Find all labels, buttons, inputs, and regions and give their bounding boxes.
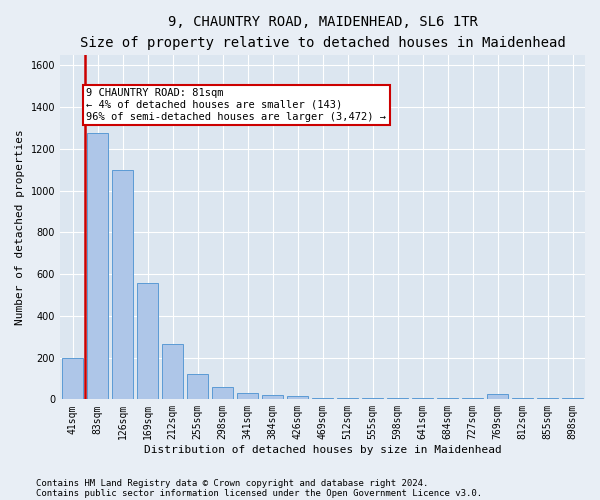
X-axis label: Distribution of detached houses by size in Maidenhead: Distribution of detached houses by size … bbox=[143, 445, 502, 455]
Text: Contains public sector information licensed under the Open Government Licence v3: Contains public sector information licen… bbox=[36, 488, 482, 498]
Title: 9, CHAUNTRY ROAD, MAIDENHEAD, SL6 1TR
Size of property relative to detached hous: 9, CHAUNTRY ROAD, MAIDENHEAD, SL6 1TR Si… bbox=[80, 15, 565, 50]
Bar bbox=[312, 398, 333, 400]
Bar bbox=[162, 344, 183, 400]
Bar bbox=[262, 395, 283, 400]
Bar bbox=[112, 170, 133, 400]
Bar bbox=[212, 388, 233, 400]
Bar bbox=[362, 398, 383, 400]
Y-axis label: Number of detached properties: Number of detached properties bbox=[15, 130, 25, 325]
Text: 9 CHAUNTRY ROAD: 81sqm
← 4% of detached houses are smaller (143)
96% of semi-det: 9 CHAUNTRY ROAD: 81sqm ← 4% of detached … bbox=[86, 88, 386, 122]
Bar bbox=[512, 398, 533, 400]
Bar bbox=[187, 374, 208, 400]
Bar bbox=[137, 284, 158, 400]
Bar bbox=[387, 398, 408, 400]
Bar bbox=[87, 133, 108, 400]
Bar bbox=[337, 398, 358, 400]
Bar bbox=[562, 398, 583, 400]
Bar bbox=[487, 394, 508, 400]
Bar bbox=[412, 398, 433, 400]
Bar bbox=[462, 398, 483, 400]
Bar bbox=[237, 392, 258, 400]
Bar bbox=[437, 398, 458, 400]
Bar bbox=[537, 398, 558, 400]
Text: Contains HM Land Registry data © Crown copyright and database right 2024.: Contains HM Land Registry data © Crown c… bbox=[36, 478, 428, 488]
Bar bbox=[62, 358, 83, 400]
Bar bbox=[287, 396, 308, 400]
